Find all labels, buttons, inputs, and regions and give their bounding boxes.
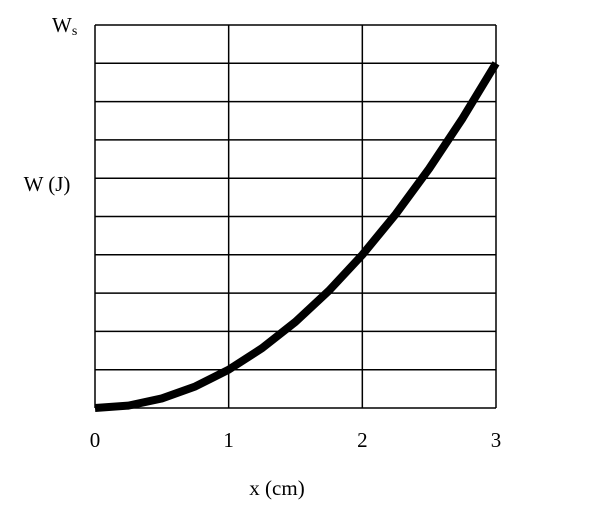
x-tick-label: 1: [223, 428, 234, 452]
x-tick-label: 0: [90, 428, 101, 452]
y-axis-label: W (J): [24, 172, 71, 196]
y-tick-label: Ws: [52, 13, 77, 39]
x-axis-label: x (cm): [249, 476, 304, 500]
x-tick-label: 3: [491, 428, 502, 452]
x-tick-label: 2: [357, 428, 368, 452]
data-line: [94, 61, 500, 412]
